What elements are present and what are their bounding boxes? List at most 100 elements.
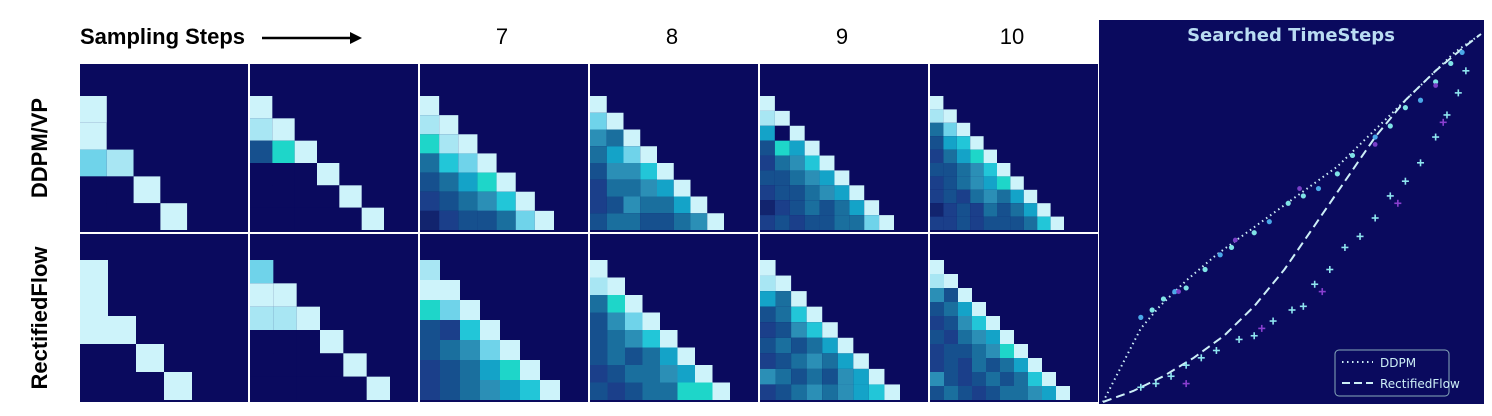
matrix-cell bbox=[958, 372, 972, 386]
matrix-cell bbox=[760, 260, 776, 276]
matrix-cell bbox=[590, 312, 608, 330]
matrix-cell bbox=[250, 185, 273, 208]
matrix-cell bbox=[997, 176, 1011, 190]
matrix-cell bbox=[534, 210, 554, 230]
matrix-cell bbox=[760, 353, 776, 369]
row-label-ddpm: DDPM/VP bbox=[27, 97, 52, 199]
matrix-cell bbox=[80, 372, 108, 400]
matrix-cell bbox=[520, 380, 540, 400]
matrix-cell bbox=[160, 176, 188, 204]
matrix-cell bbox=[956, 163, 971, 177]
matrix-cell bbox=[806, 353, 823, 369]
matrix-cell bbox=[640, 146, 657, 163]
matrix-cell bbox=[868, 368, 885, 385]
step-number-col-4: 8 bbox=[665, 24, 679, 49]
matrix-cell bbox=[986, 386, 1000, 400]
matrix-cell bbox=[108, 288, 136, 316]
matrix-cell bbox=[986, 358, 1000, 372]
purple-point bbox=[1439, 118, 1447, 126]
rectifiedflow-point bbox=[1432, 133, 1440, 141]
ddpm-point bbox=[1372, 134, 1378, 140]
matrix-cell bbox=[775, 306, 792, 323]
matrix-panel-r1-c1 bbox=[80, 64, 248, 232]
matrix-cell bbox=[623, 129, 641, 147]
matrix-cell bbox=[623, 196, 641, 214]
matrix-cell bbox=[822, 337, 838, 354]
matrix-cell bbox=[774, 125, 790, 141]
matrix-cell bbox=[272, 163, 295, 186]
matrix-cell bbox=[930, 274, 944, 288]
matrix-cell bbox=[480, 380, 500, 400]
matrix-cell bbox=[986, 330, 1000, 344]
matrix-cell bbox=[607, 295, 625, 313]
matrix-cell bbox=[849, 185, 865, 201]
matrix-cell bbox=[642, 365, 660, 383]
rectifiedflow-point bbox=[1212, 346, 1220, 354]
matrix-cell bbox=[879, 215, 894, 230]
matrix-cell bbox=[760, 125, 775, 141]
matrix-cell bbox=[822, 384, 838, 400]
matrix-cell bbox=[760, 337, 776, 354]
matrix-cell bbox=[1014, 344, 1028, 358]
matrix-cell bbox=[930, 176, 944, 190]
matrix-cell bbox=[804, 185, 820, 201]
matrix-cell bbox=[822, 353, 838, 369]
row-label-rectifiedflow: RectifiedFlow bbox=[27, 246, 52, 390]
matrix-cell bbox=[607, 330, 625, 348]
matrix-cell bbox=[837, 337, 854, 354]
rectifiedflow-curve bbox=[1102, 33, 1482, 403]
matrix-cell bbox=[106, 176, 134, 204]
matrix-cell bbox=[806, 337, 823, 354]
matrix-svg bbox=[930, 96, 1064, 230]
matrix-cell bbox=[943, 176, 957, 190]
matrix-cell bbox=[834, 215, 850, 230]
matrix-cell bbox=[849, 200, 865, 216]
matrix-cell bbox=[944, 330, 958, 344]
matrix-cell bbox=[657, 196, 674, 214]
matrix-cell bbox=[480, 340, 500, 360]
matrix-cell bbox=[80, 149, 107, 177]
matrix-cell bbox=[500, 340, 520, 360]
rectifiedflow-point bbox=[1371, 214, 1379, 222]
matrix-cell bbox=[944, 274, 958, 288]
matrix-cell bbox=[943, 163, 957, 177]
rectifiedflow-point bbox=[1417, 159, 1425, 167]
matrix-cell bbox=[972, 316, 986, 330]
ddpm-point bbox=[1334, 171, 1340, 177]
rectifiedflow-point bbox=[1462, 67, 1470, 75]
matrix-svg bbox=[80, 260, 220, 400]
matrix-cell bbox=[187, 203, 214, 230]
rectifiedflow-point bbox=[1197, 354, 1205, 362]
matrix-cell bbox=[660, 365, 678, 383]
matrix-cell bbox=[774, 110, 790, 126]
rectifiedflow-point bbox=[1454, 89, 1462, 97]
matrix-cell bbox=[273, 376, 297, 400]
matrix-cell bbox=[108, 316, 136, 344]
matrix-cell bbox=[640, 179, 657, 197]
rectifiedflow-point bbox=[1269, 317, 1277, 325]
matrix-cell bbox=[760, 170, 775, 186]
matrix-cell bbox=[590, 295, 608, 313]
matrix-cell bbox=[970, 136, 984, 150]
matrix-cell bbox=[760, 275, 776, 292]
matrix-svg bbox=[590, 260, 730, 400]
matrix-cell bbox=[133, 176, 161, 204]
matrix-cell bbox=[106, 203, 134, 230]
matrix-cell bbox=[760, 306, 776, 323]
matrix-cell bbox=[774, 215, 790, 230]
matrix-svg bbox=[760, 260, 900, 400]
matrix-cell bbox=[819, 200, 835, 216]
matrix-cell bbox=[623, 213, 641, 230]
matrix-cell bbox=[930, 96, 944, 110]
matrix-cell bbox=[642, 382, 660, 400]
matrix-cell bbox=[458, 172, 478, 192]
step-number-col-5: 9 bbox=[835, 24, 849, 49]
matrix-cell bbox=[943, 136, 957, 150]
matrix-cell bbox=[997, 189, 1011, 204]
matrix-cell bbox=[625, 312, 643, 330]
matrix-cell bbox=[958, 288, 972, 302]
matrix-cell bbox=[690, 213, 708, 230]
matrix-cell bbox=[789, 140, 805, 156]
matrix-svg bbox=[420, 96, 554, 230]
matrix-cell bbox=[496, 172, 516, 192]
